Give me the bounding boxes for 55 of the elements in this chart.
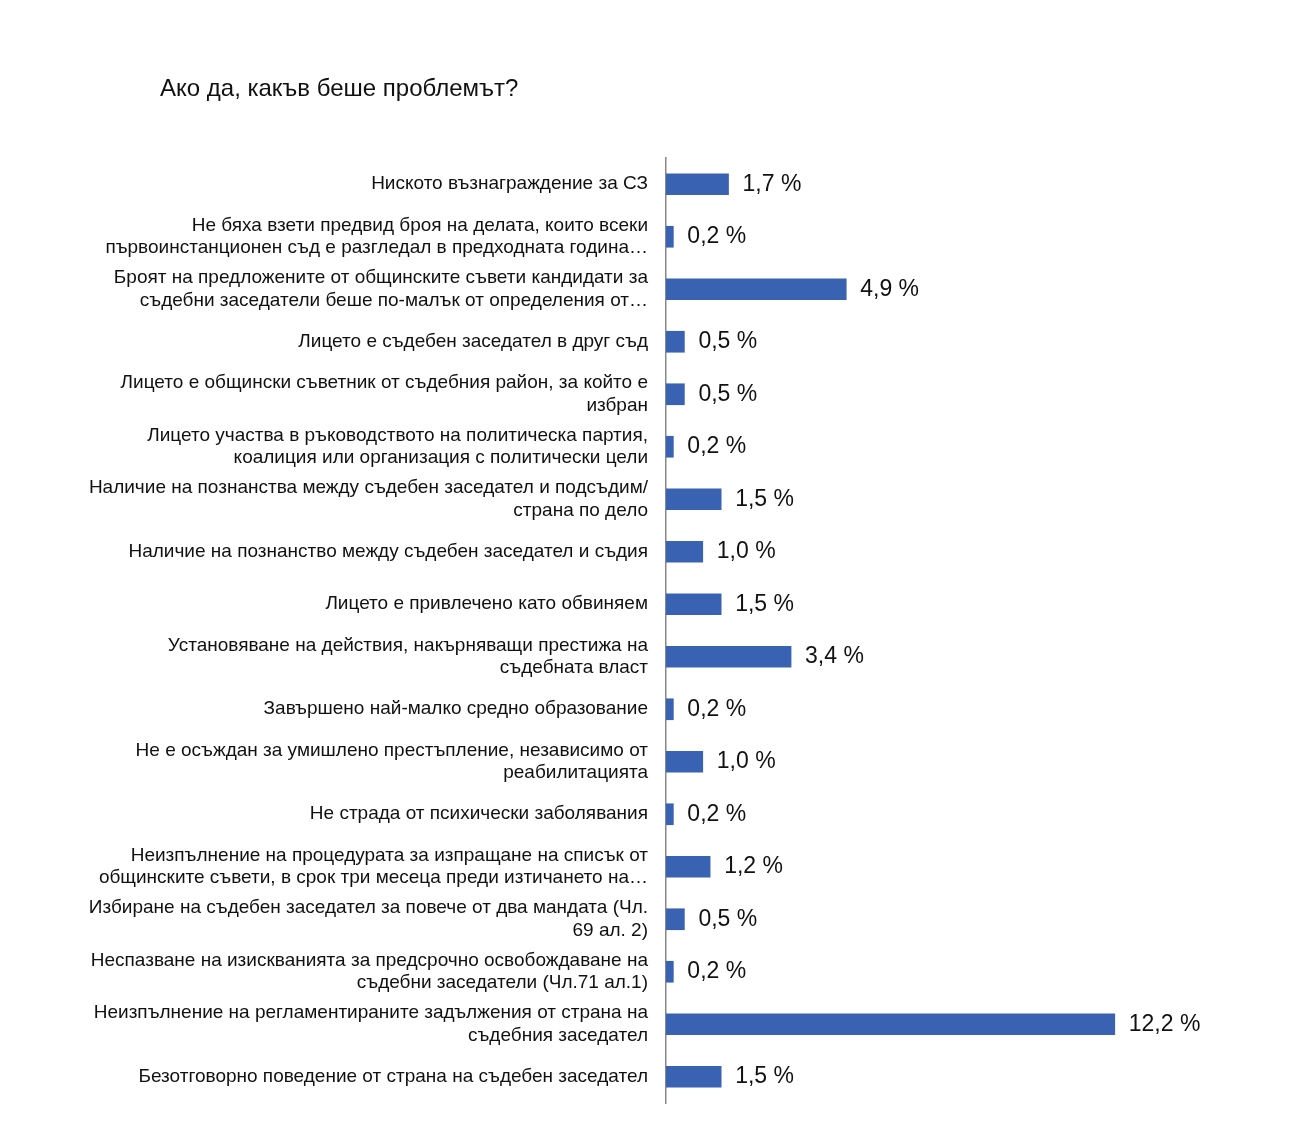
data-label: 1,0 % [716, 537, 776, 564]
y-tick-label: Наличие на познанство между съдебен заседател и съдия [128, 539, 648, 561]
bar [666, 225, 674, 248]
y-tick-label: Неспазване на изискванията за предсрочно освобождаване на съдебни заседатели (Чл.71 ал.1) [90, 948, 649, 993]
bar [666, 1013, 1116, 1036]
bar [666, 960, 674, 983]
y-tick-label: Ниското възнаграждение за СЗ [371, 172, 648, 194]
y-tick-label: Избиране на съдебен заседател за повече от два мандата (Чл. 69 ал. 2) [88, 896, 648, 940]
bar [666, 803, 674, 826]
bar [666, 488, 722, 511]
data-label: 1,5 % [735, 1062, 795, 1089]
data-label: 0,2 % [687, 222, 747, 249]
y-tick-label: Неизпълнение на процедурата за изпращане на списък от общинските съвети, в срок три месеца преди изтичането на… [98, 843, 649, 888]
data-label: 0,5 % [698, 904, 758, 931]
bar [666, 173, 729, 196]
text: Ако да, какъв беше проблемът? [160, 74, 519, 102]
y-tick-label: Лицето участва в ръководството на политическа партия, коалиция или организация с политически цели [147, 423, 648, 468]
bar [666, 1065, 722, 1088]
bar [666, 540, 704, 563]
data-label: 4,9 % [860, 274, 920, 301]
y-tick-label: Не бяха взети предвид броя на делата, които всеки първоинстанционен съд е разгледал в предходната година… [105, 213, 648, 258]
data-label: 3,4 % [805, 642, 864, 669]
data-label: 12,2 % [1128, 1009, 1201, 1036]
bar [666, 435, 674, 458]
bar [666, 383, 685, 406]
bar [666, 593, 722, 616]
y-tick-label: Завършено най-малко средно образование [263, 697, 648, 719]
bar [666, 330, 685, 353]
y-tick-label: Наличие на познанства между съдебен заседател и подсъдим/ страна по дело [88, 476, 649, 520]
y-tick-label: Лицето е общински съветник от съдебния район, за който е избран [120, 371, 648, 415]
bar [666, 750, 704, 773]
data-label: 1,2 % [724, 852, 783, 879]
y-tick-label: Лицето е привлечено като обвиняем [325, 592, 648, 614]
y-tick-label: Безотговорно поведение от страна на съдебен заседател [138, 1064, 648, 1086]
bar [666, 855, 711, 878]
data-label: 1,5 % [735, 484, 795, 511]
bar [666, 645, 792, 668]
data-label: 0,2 % [687, 957, 747, 984]
data-label: 0,2 % [687, 694, 747, 721]
bar [666, 278, 847, 301]
y-tick-label: Не страда от психически заболявания [309, 802, 648, 824]
data-label: 0,2 % [687, 799, 747, 826]
data-label: 0,2 % [687, 432, 747, 459]
y-tick-label: Лицето е съдебен заседател в друг съд [298, 329, 648, 351]
data-label: 1,0 % [716, 747, 776, 774]
y-tick-label: Броят на предложените от общинските съвети кандидати за съдебни заседатели беше по-малък от определения от… [113, 266, 649, 310]
y-tick-label: Неизпълнение на регламентираните задължения от страна на съдебния заседател [93, 1001, 649, 1045]
y-tick-label: Установяване на действия, накърняващи престижа на съдебната власт [167, 633, 649, 678]
bar [666, 698, 674, 721]
data-label: 1,5 % [735, 589, 795, 616]
bar [666, 908, 685, 931]
data-label: 1,7 % [742, 169, 802, 196]
data-label: 0,5 % [698, 379, 758, 406]
data-label: 0,5 % [698, 327, 758, 354]
y-tick-label: Не е осъждан за умишлено престъпление, независимо от реабилитацията [135, 738, 649, 783]
